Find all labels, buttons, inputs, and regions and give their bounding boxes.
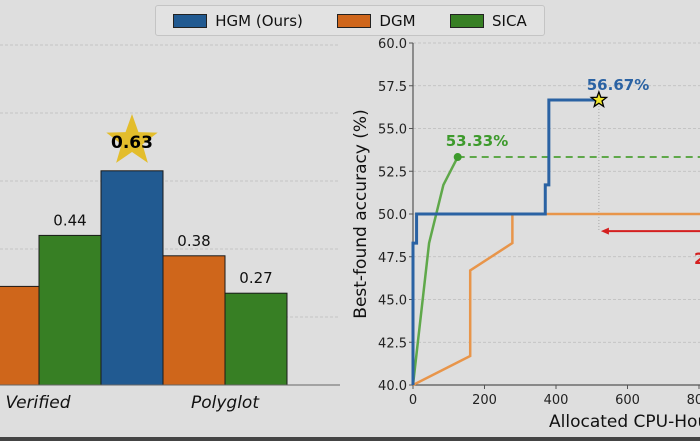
y-tick-label: 55.0	[378, 123, 407, 138]
x-axis-label: Allocated CPU-Hours	[549, 412, 700, 432]
y-tick-label: 42.5	[378, 336, 407, 351]
star-icon	[589, 90, 609, 108]
legend-item-sica: SICA	[450, 12, 527, 30]
legend-swatch	[450, 13, 485, 28]
bar-polyglot-2	[224, 292, 288, 386]
x-tick-label: Verified	[5, 393, 70, 413]
annotation-sica: 53.33%	[446, 132, 508, 150]
x-tick-label: Polyglot	[191, 393, 260, 413]
arrow-head-icon	[600, 227, 609, 235]
line-sica	[411, 156, 459, 386]
legend-item-dgm: DGM	[337, 12, 416, 30]
legend-swatch	[337, 13, 372, 28]
data-label: 0.27	[239, 269, 272, 287]
y-tick-label: 57.5	[378, 80, 407, 95]
bar-polyglot-0	[100, 170, 164, 386]
y-tick-label: 45.0	[378, 294, 407, 309]
annotation-hgm: 56.67%	[587, 76, 649, 94]
y-tick-label: 47.5	[378, 251, 407, 266]
line-hgm	[411, 98, 599, 385]
legend-item-hgm: HGM (Ours)	[173, 12, 303, 30]
y-tick-label: 52.5	[378, 165, 407, 180]
bar-polyglot-1	[162, 255, 226, 386]
line-dgm	[412, 212, 700, 387]
x-tick-label: 0	[409, 393, 417, 408]
y-axis-label: Best-found accuracy (%)	[351, 109, 371, 318]
bottom-border	[0, 437, 700, 441]
data-label-highlight: 0.63	[111, 133, 153, 153]
star-icon	[106, 114, 158, 163]
data-label: 0.38	[177, 232, 210, 250]
bar-verified-2	[38, 234, 102, 386]
legend: HGM (Ours) DGM SICA	[155, 5, 545, 36]
y-tick-label: 40.0	[378, 379, 407, 394]
annotation-red: 2	[694, 249, 700, 268]
bar-verified-1	[0, 285, 40, 386]
x-tick-label: 800	[687, 393, 700, 408]
data-label: 0.44	[53, 211, 86, 229]
sica-end-marker	[453, 153, 462, 162]
y-tick-label: 50.0	[378, 208, 407, 223]
y-tick-label: 60.0	[378, 37, 407, 52]
x-tick-label: 600	[615, 393, 640, 408]
legend-swatch	[173, 13, 208, 28]
x-tick-label: 400	[544, 393, 569, 408]
x-tick-label: 200	[472, 393, 497, 408]
